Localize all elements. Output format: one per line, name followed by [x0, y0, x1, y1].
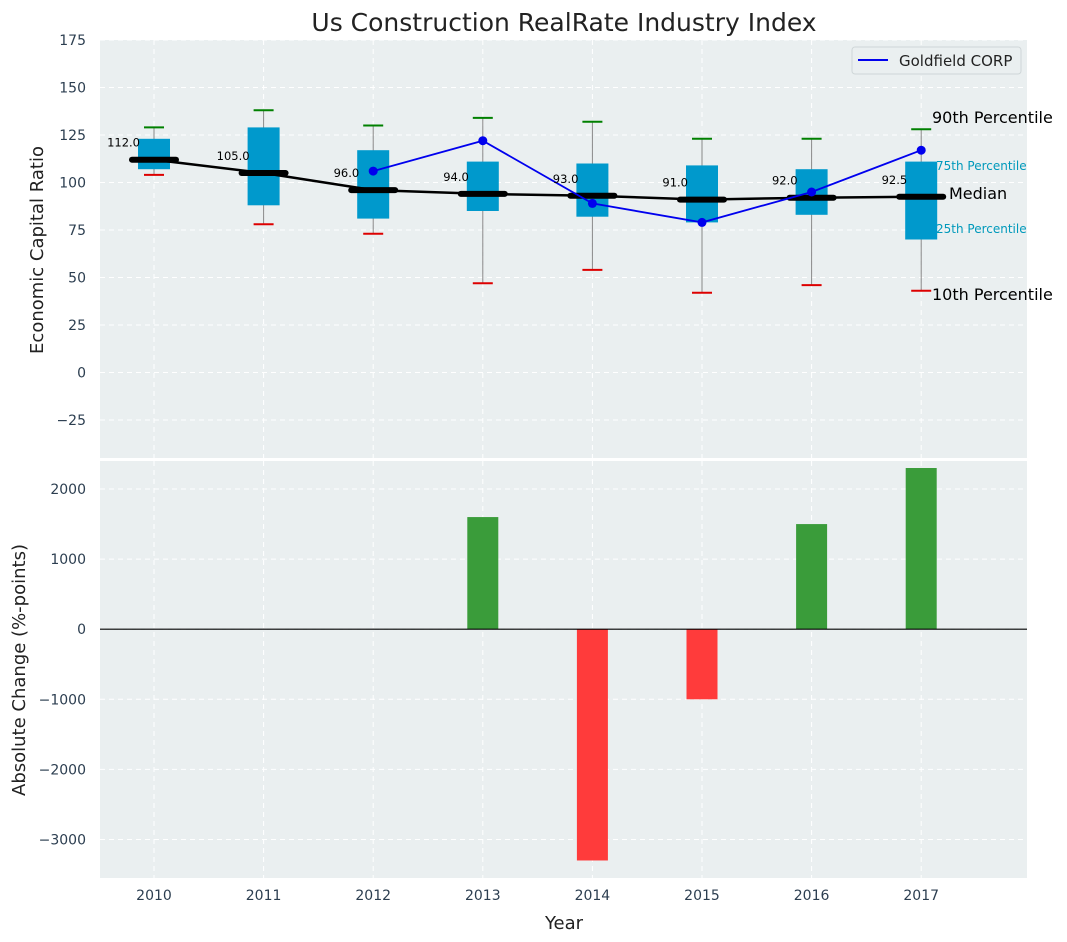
x-tick-label: 2011	[246, 888, 282, 904]
median-trend	[129, 156, 947, 203]
top-y-tick-label: −25	[56, 413, 86, 429]
change-bar	[576, 629, 608, 861]
change-bar	[796, 524, 828, 630]
bottom-y-tick-label: 2000	[50, 482, 86, 498]
company-series-point	[697, 217, 707, 227]
change-bar	[905, 468, 937, 630]
top-y-tick-label: 150	[59, 81, 86, 97]
bottom-y-tick-label: 1000	[50, 552, 86, 568]
annotation-median: Median	[949, 184, 1007, 203]
top-y-tick-label: 75	[68, 223, 86, 239]
iqr-box	[138, 138, 170, 170]
bottom-y-tick-label: −3000	[39, 832, 86, 848]
bottom-y-axis-label: Absolute Change (%-points)	[9, 544, 30, 796]
bottom-y-tick-labels: 2000 1000 0 −1000 −2000 −3000	[39, 482, 86, 848]
top-panel: 175 150 125 100 75 50 25 0 −25 Economic Capital …	[27, 33, 1053, 458]
top-y-axis-label: Economic Capital Ratio	[27, 146, 48, 354]
top-y-tick-label: 0	[77, 366, 86, 382]
median-value-label: 112.0	[107, 136, 140, 150]
top-y-tick-label: 100	[59, 176, 86, 192]
median-value-label: 91.0	[662, 176, 688, 190]
iqr-box	[357, 150, 390, 219]
company-series-point	[587, 198, 597, 208]
legend: Goldfield CORP	[851, 46, 1022, 75]
company-series-point	[368, 166, 378, 176]
top-y-tick-label: 175	[59, 33, 86, 49]
iqr-box	[247, 127, 280, 206]
bottom-y-tick-label: −2000	[39, 762, 86, 778]
change-bar	[686, 629, 718, 700]
x-axis-label: Year	[544, 913, 584, 934]
median-value-labels: 112.0 105.0 96.0 94.0 93.0 91.0 92.0 92.5	[107, 136, 907, 190]
annotation-90th-percentile: 90th Percentile	[932, 108, 1053, 127]
median-value-label: 93.0	[553, 172, 579, 186]
company-series-point	[478, 136, 488, 146]
x-tick-label: 2010	[136, 888, 172, 904]
bottom-y-tick-label: −1000	[39, 692, 86, 708]
x-tick-label: 2012	[355, 888, 391, 904]
change-bar	[467, 517, 499, 630]
annotation-10th-percentile: 10th Percentile	[932, 285, 1053, 304]
x-tick-label: 2014	[575, 888, 611, 904]
change-bars	[467, 468, 937, 861]
annotation-25th-percentile: 25th Percentile	[936, 222, 1027, 236]
x-tick-labels: 2010 2011 2012 2013 2014 2015 2016 2017	[136, 888, 939, 904]
median-value-label: 94.0	[443, 170, 469, 184]
top-y-tick-label: 50	[68, 271, 86, 287]
company-series-point	[807, 187, 817, 197]
median-value-label: 92.0	[772, 174, 798, 188]
x-tick-label: 2016	[794, 888, 830, 904]
median-value-label: 105.0	[217, 149, 250, 163]
chart-title: Us Construction RealRate Industry Index	[311, 8, 816, 37]
legend-box	[851, 46, 1022, 75]
top-y-tick-label: 125	[59, 128, 86, 144]
top-y-tick-label: 25	[68, 318, 86, 334]
company-series	[368, 136, 926, 227]
bottom-y-tick-label: 0	[77, 622, 86, 638]
iqr-box	[466, 161, 499, 211]
iqr-box	[576, 163, 609, 217]
iqr-box	[905, 161, 938, 240]
x-tick-label: 2015	[684, 888, 720, 904]
x-tick-label: 2013	[465, 888, 501, 904]
top-y-tick-labels: 175 150 125 100 75 50 25 0 −25	[56, 33, 86, 429]
bottom-panel: 2000 1000 0 −1000 −2000 −3000 Absolute Change…	[9, 461, 1027, 934]
top-plot-area	[100, 40, 1027, 458]
x-tick-label: 2017	[903, 888, 939, 904]
bottom-plot-area	[100, 461, 1027, 878]
company-series-line	[372, 139, 922, 224]
median-value-label: 92.5	[882, 173, 908, 187]
iqr-box	[686, 165, 718, 223]
box-plots	[138, 109, 938, 294]
annotation-75th-percentile: 75th Percentile	[936, 159, 1027, 173]
median-value-label: 96.0	[334, 166, 360, 180]
company-series-point	[916, 145, 926, 155]
legend-label: Goldfield CORP	[899, 52, 1012, 70]
